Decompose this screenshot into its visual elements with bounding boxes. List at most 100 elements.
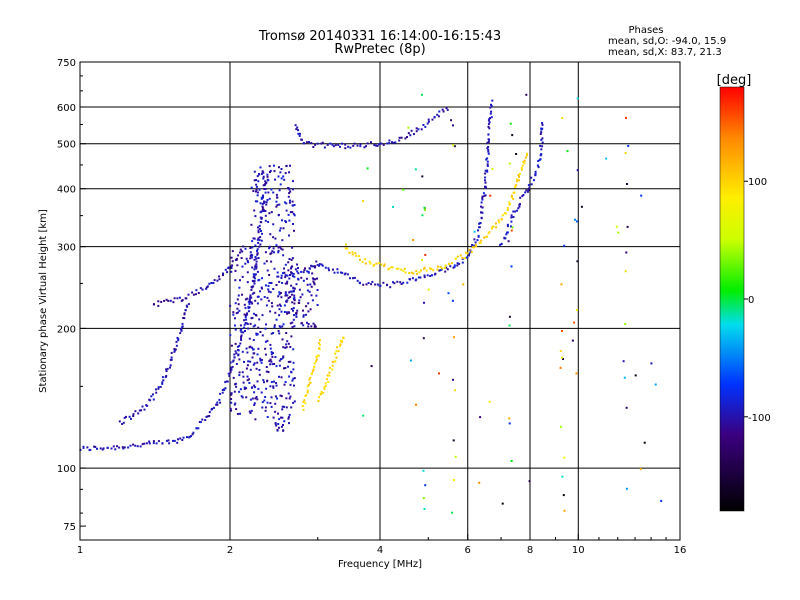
echo-point xyxy=(367,282,370,284)
echo-point xyxy=(280,357,283,360)
echo-point xyxy=(491,99,494,102)
echo-point xyxy=(286,294,289,297)
echo-point xyxy=(382,143,385,146)
echo-point xyxy=(484,194,487,197)
echo-point xyxy=(506,231,509,234)
echo-point xyxy=(446,108,449,111)
echo-point xyxy=(89,448,92,451)
echo-point xyxy=(272,288,275,290)
echo-point xyxy=(257,226,259,229)
echo-point xyxy=(287,365,289,368)
echo-point xyxy=(254,256,257,258)
echo-point xyxy=(417,128,420,131)
echo-point xyxy=(281,405,284,408)
echo-point xyxy=(247,327,250,330)
echo-point xyxy=(248,302,251,305)
echo-point xyxy=(284,294,287,297)
echo-point xyxy=(445,107,448,109)
echo-point xyxy=(339,145,341,148)
echo-point xyxy=(307,383,310,386)
echo-point xyxy=(257,347,260,350)
echo-point xyxy=(299,296,302,299)
echo-point xyxy=(280,310,283,313)
echo-point xyxy=(312,278,315,281)
echo-point xyxy=(479,241,482,244)
echo-point xyxy=(336,268,339,271)
echo-point xyxy=(249,412,252,414)
echo-point xyxy=(503,236,506,239)
echo-point xyxy=(255,367,258,370)
echo-point xyxy=(485,158,488,161)
echo-point xyxy=(292,401,295,404)
echo-point xyxy=(366,167,369,170)
echo-point xyxy=(359,143,362,145)
echo-point xyxy=(310,285,313,288)
echo-point xyxy=(234,317,236,320)
echo-point xyxy=(251,254,254,257)
echo-point xyxy=(287,360,290,363)
echo-point xyxy=(406,281,409,284)
echo-point xyxy=(229,369,232,372)
y-axis-ticks: 75 100 200 300 400 500 600 750 xyxy=(57,58,86,533)
echo-point xyxy=(143,442,146,445)
echo-point xyxy=(421,175,424,178)
echo-point xyxy=(236,264,239,267)
echo-point xyxy=(302,408,305,411)
echo-point xyxy=(114,448,117,451)
echo-point xyxy=(269,385,272,388)
echo-point xyxy=(283,304,286,307)
echo-point xyxy=(205,287,208,290)
y-tick-label: 75 xyxy=(63,522,76,533)
echo-point xyxy=(471,244,474,246)
echo-point xyxy=(293,314,295,317)
echo-point xyxy=(308,290,311,293)
echo-point xyxy=(643,441,646,444)
echo-point xyxy=(253,209,256,212)
echo-point xyxy=(273,267,276,270)
echo-point xyxy=(259,357,262,360)
echo-point xyxy=(254,324,257,327)
echo-point xyxy=(155,391,158,394)
echo-point xyxy=(260,359,263,361)
echo-point xyxy=(245,322,248,325)
echo-point xyxy=(181,322,184,325)
echo-point xyxy=(504,237,507,240)
echo-point xyxy=(539,158,542,161)
echo-point xyxy=(276,204,279,207)
echo-point xyxy=(382,281,385,284)
echo-point xyxy=(479,222,482,225)
echo-point xyxy=(281,219,283,222)
echo-point xyxy=(576,220,578,223)
echo-point xyxy=(288,258,291,260)
echo-point xyxy=(274,356,277,358)
echo-point xyxy=(490,110,493,113)
echo-point xyxy=(239,251,241,254)
echo-point xyxy=(267,220,270,223)
echo-point xyxy=(506,225,509,228)
echo-point xyxy=(266,379,269,382)
echo-point xyxy=(243,387,246,390)
echo-point xyxy=(235,352,238,355)
echo-point xyxy=(206,415,209,418)
echo-point xyxy=(359,282,361,285)
echo-point xyxy=(409,278,411,281)
echo-point xyxy=(246,312,248,315)
echo-point xyxy=(293,214,296,217)
echo-point xyxy=(199,287,202,290)
echo-point xyxy=(514,210,516,213)
echo-point xyxy=(258,318,261,321)
echo-point xyxy=(261,205,264,208)
echo-point xyxy=(335,350,338,353)
echo-point xyxy=(269,171,271,174)
echo-point xyxy=(231,250,234,253)
echo-point xyxy=(293,377,296,380)
echo-point xyxy=(297,277,300,280)
echo-point xyxy=(501,502,504,505)
echo-point xyxy=(510,229,513,232)
echo-point xyxy=(185,304,188,307)
echo-point xyxy=(486,141,489,144)
echo-point xyxy=(291,265,294,268)
echo-point xyxy=(239,342,242,345)
echo-point xyxy=(566,150,569,153)
